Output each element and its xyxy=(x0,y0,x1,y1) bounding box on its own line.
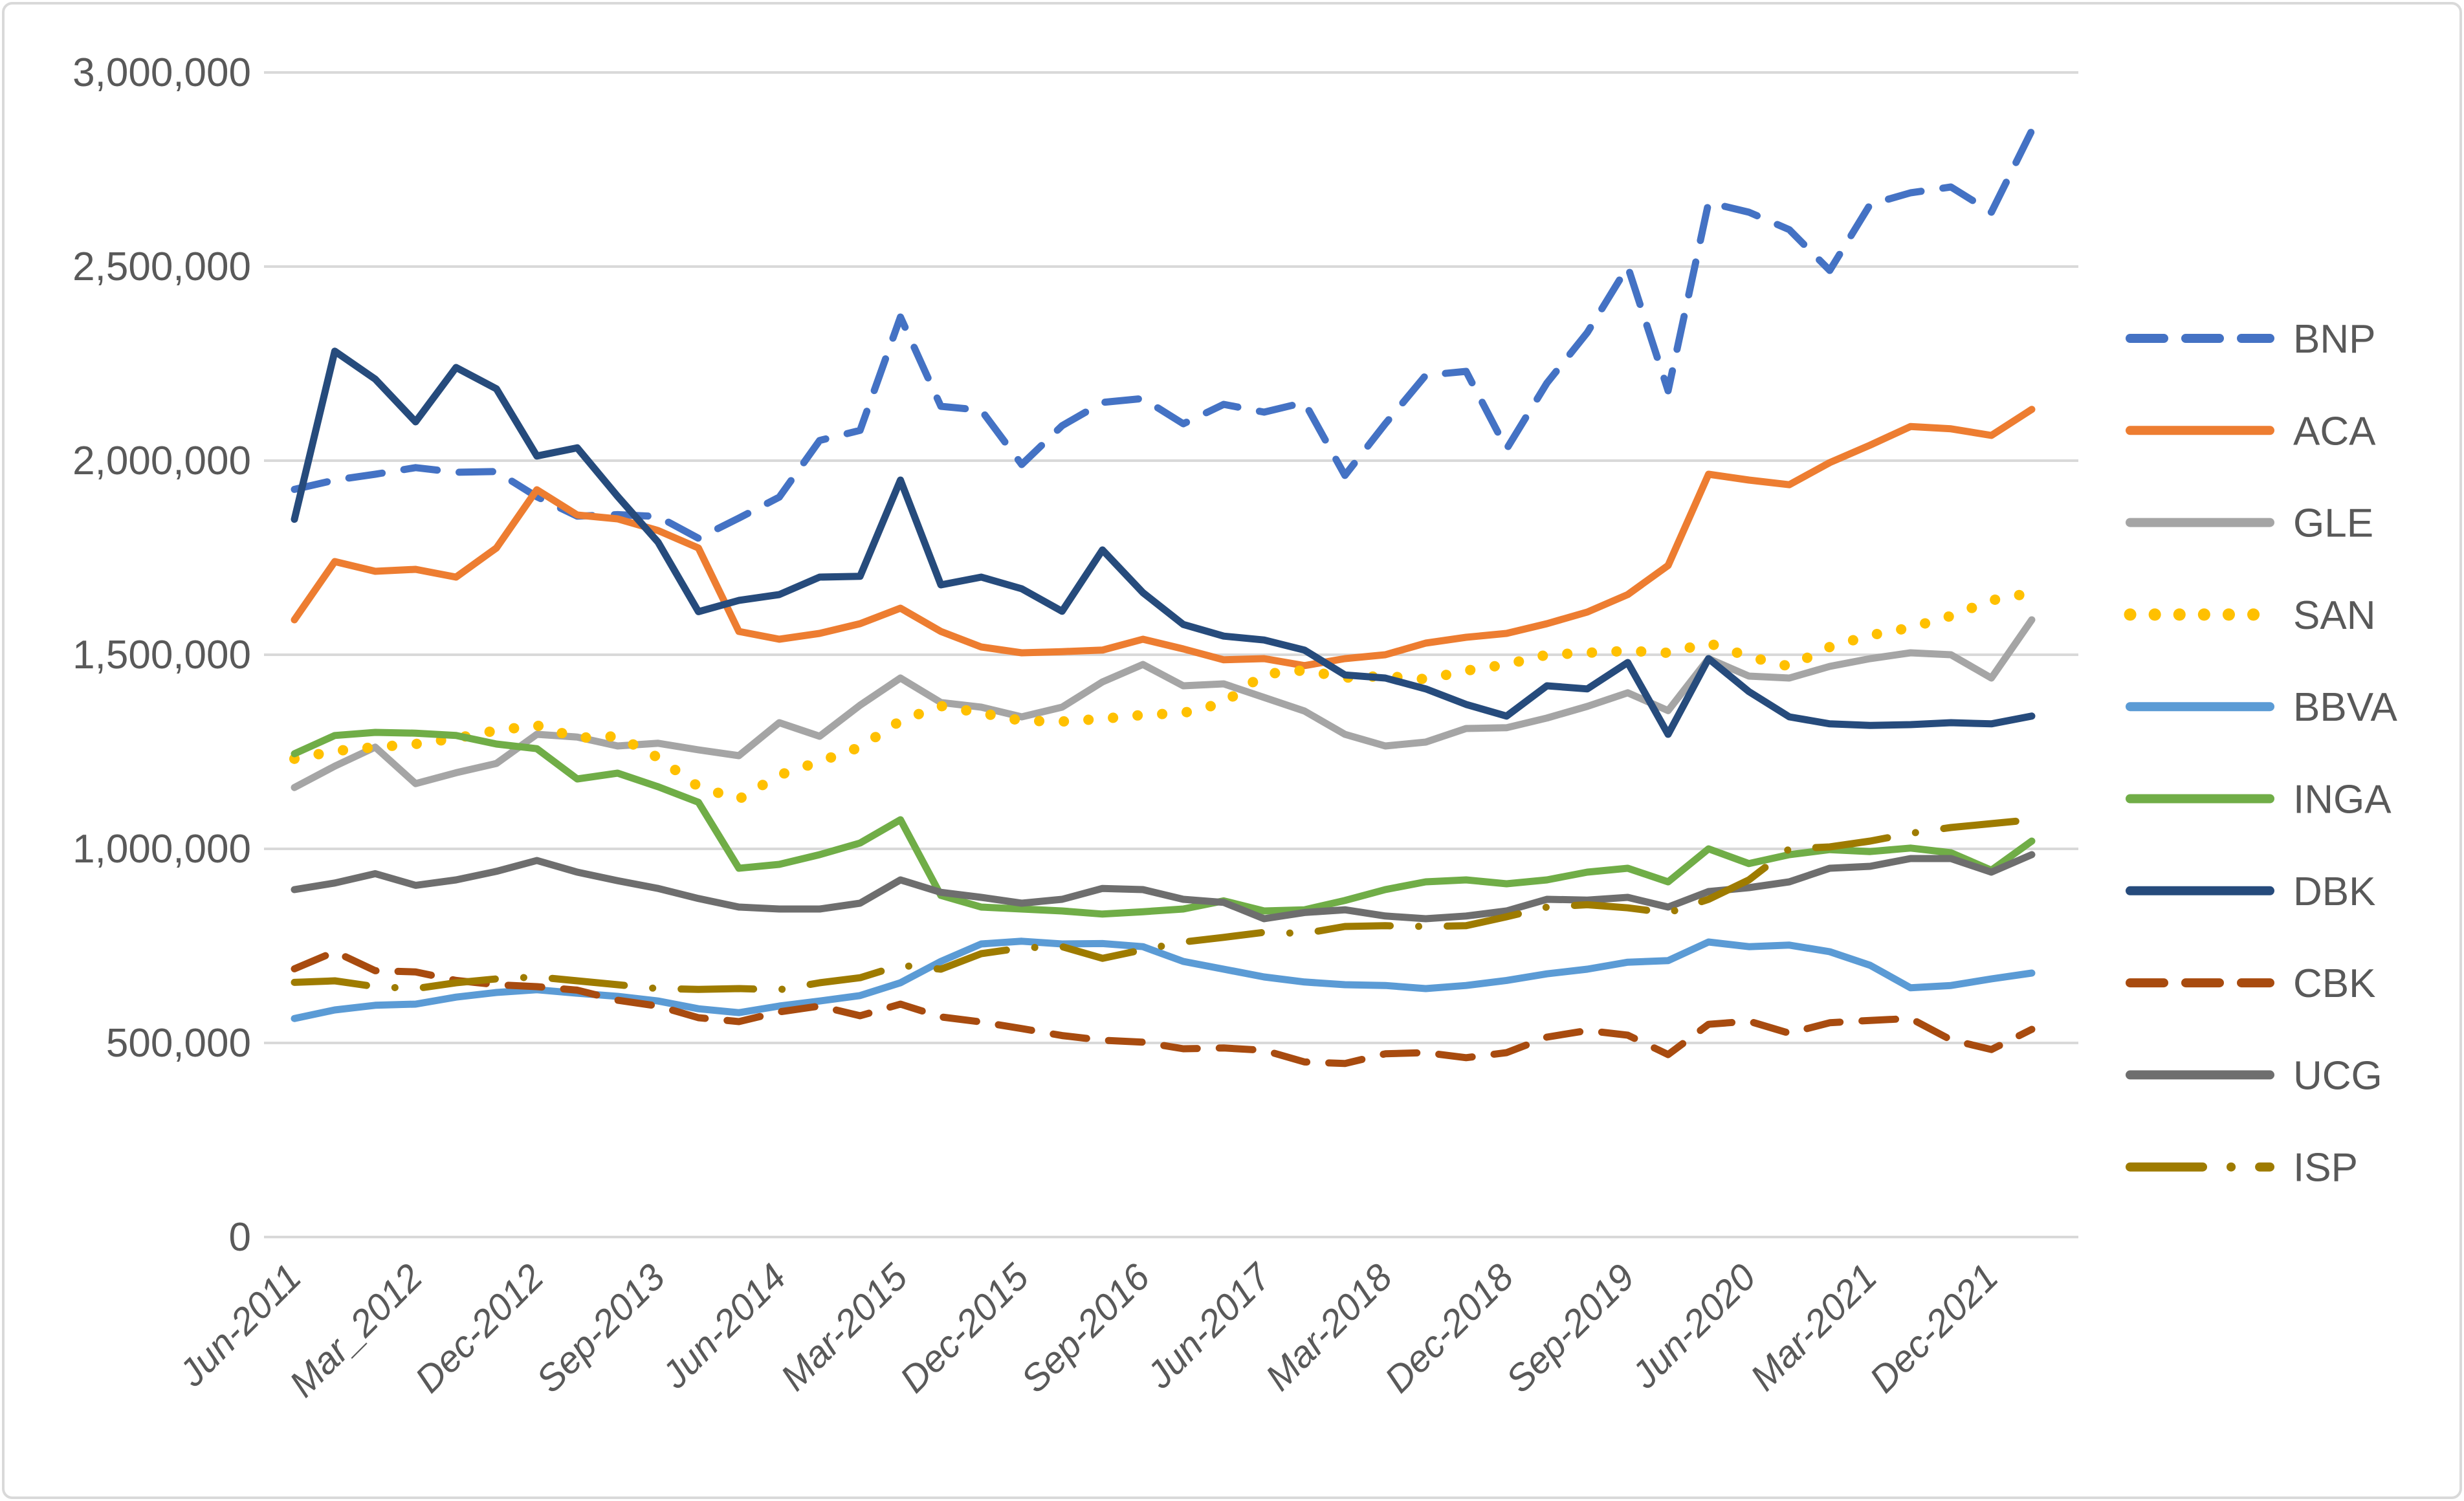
plot-series-group xyxy=(289,127,2037,1068)
y-axis-tick-label: 500,000 xyxy=(106,1021,251,1066)
y-axis-labels-group: 3,000,000 2,500,000 2,000,000 1,500,000 1,00… xyxy=(72,50,251,1260)
legend-item-SAN[interactable]: SAN xyxy=(2124,593,2375,638)
series-line-INGA[interactable] xyxy=(291,729,2036,918)
series-line-UCG[interactable] xyxy=(291,851,2036,923)
series-line-ISP[interactable] xyxy=(291,816,2036,994)
legend-label-SAN: SAN xyxy=(2293,593,2375,638)
legend-item-BBVA[interactable]: BBVA xyxy=(2126,685,2397,730)
legend-label-UCG: UCG xyxy=(2293,1053,2382,1098)
legend-item-DBK[interactable]: DBK xyxy=(2126,870,2375,914)
legend-label-CBK: CBK xyxy=(2293,961,2375,1006)
y-axis-tick-label: 2,500,000 xyxy=(72,245,251,289)
legend-item-UCG[interactable]: UCG xyxy=(2126,1053,2382,1098)
legend-label-DBK: DBK xyxy=(2293,870,2375,914)
legend-item-BNP[interactable]: BNP xyxy=(2126,317,2375,362)
series-line-ACA[interactable] xyxy=(291,406,2036,670)
gridlines-group xyxy=(264,71,2078,1238)
legend-item-GLE[interactable]: GLE xyxy=(2126,501,2373,546)
legend-label-INGA: INGA xyxy=(2293,778,2392,822)
legend-label-BNP: BNP xyxy=(2293,317,2375,362)
y-axis-tick-label: 2,000,000 xyxy=(72,439,251,483)
legend-item-ISP[interactable]: ISP xyxy=(2126,1146,2358,1190)
series-line-DBK[interactable] xyxy=(291,347,2036,738)
legend-group: BNP ACA GLE SAN BBVA INGA DBK CBK UCG ISP xyxy=(2124,317,2397,1190)
legend-label-ACA: ACA xyxy=(2293,409,2376,454)
y-axis-tick-label: 0 xyxy=(229,1215,251,1260)
y-axis-tick-label: 1,000,000 xyxy=(72,827,251,871)
legend-label-ISP: ISP xyxy=(2293,1146,2358,1190)
legend-label-GLE: GLE xyxy=(2293,501,2373,546)
series-line-SAN[interactable] xyxy=(289,587,2037,805)
series-line-CBK[interactable] xyxy=(291,948,2036,1068)
legend-item-INGA[interactable]: INGA xyxy=(2126,778,2392,822)
legend-item-ACA[interactable]: ACA xyxy=(2126,409,2376,454)
legend-item-CBK[interactable]: CBK xyxy=(2126,961,2375,1006)
y-axis-tick-label: 3,000,000 xyxy=(72,50,251,95)
y-axis-tick-label: 1,500,000 xyxy=(72,633,251,677)
legend-label-BBVA: BBVA xyxy=(2293,685,2397,730)
